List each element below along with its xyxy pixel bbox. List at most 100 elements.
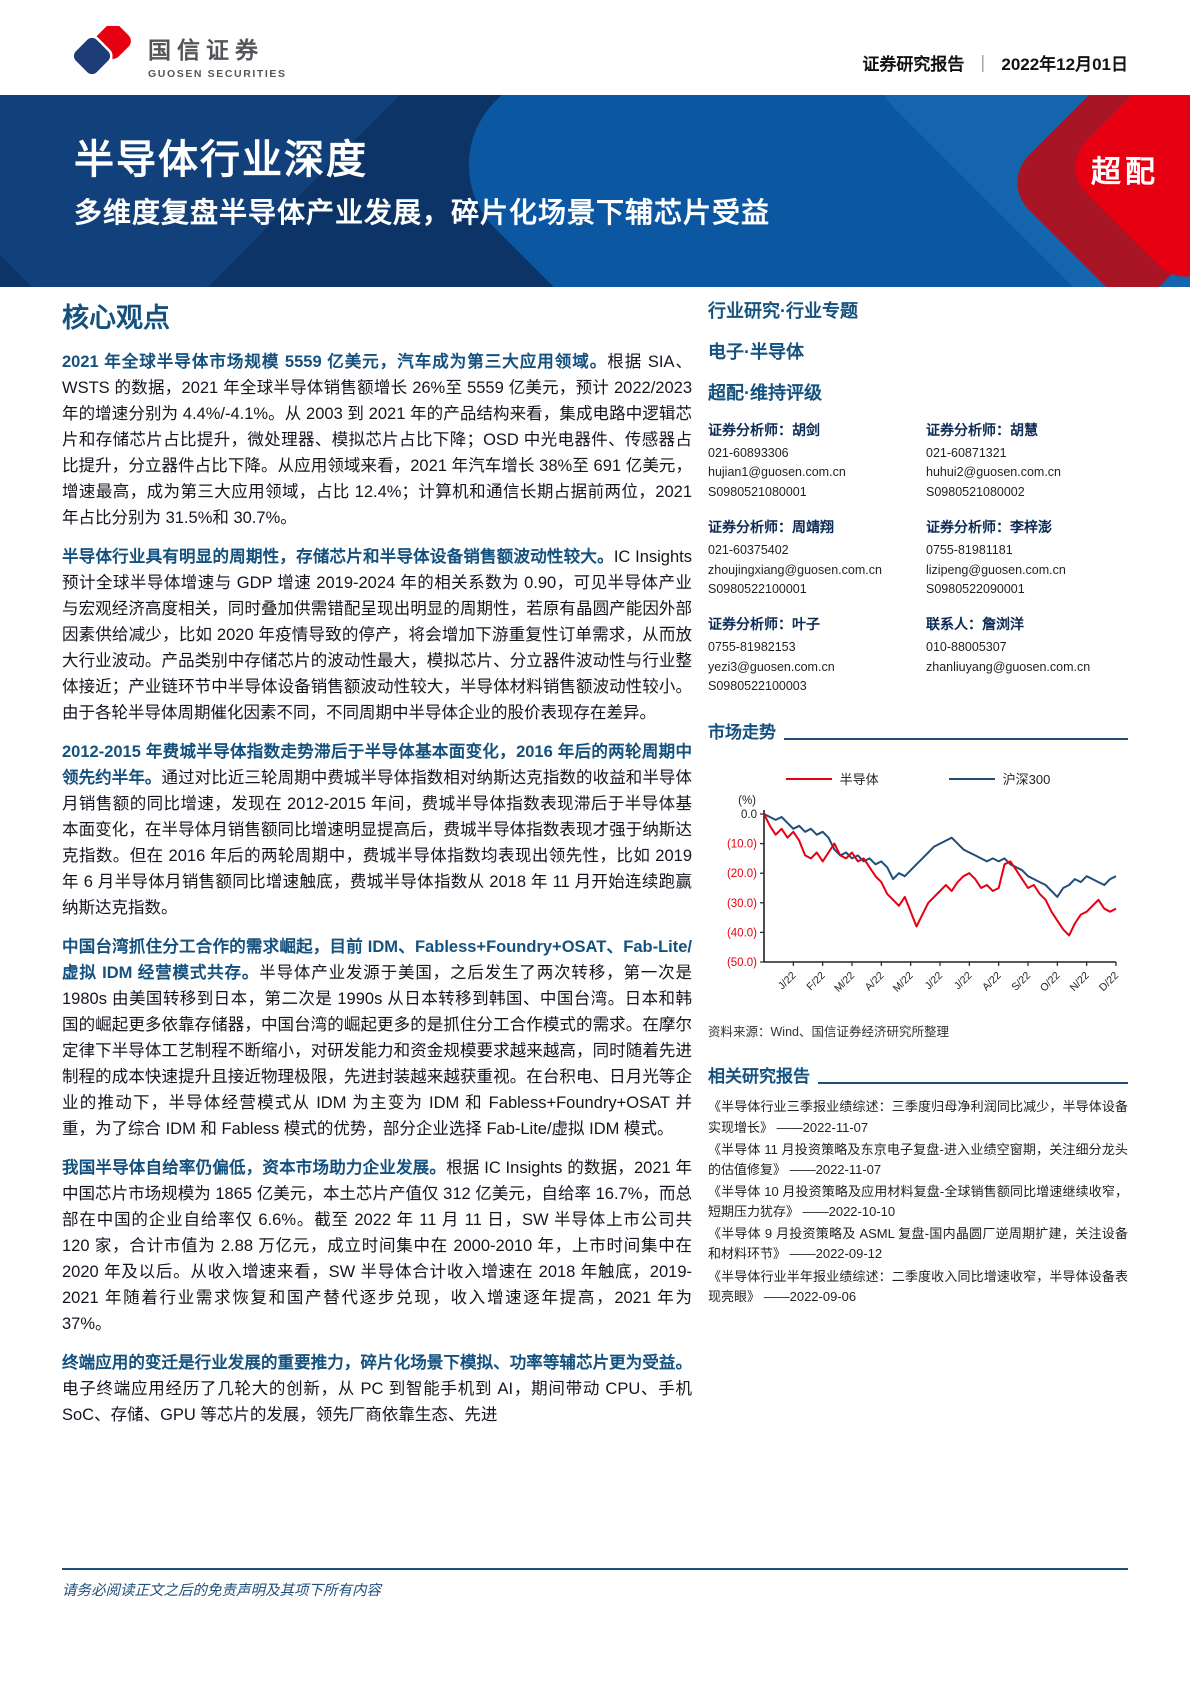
line-chart: (%) 0.0 (10.0) (20.0) (30.0) (40.0) (50.0) J/22…: [727, 795, 1121, 995]
svg-text:J/22: J/22: [776, 970, 799, 993]
paragraph-4: 中国台湾抓住分工合作的需求崛起，目前 IDM、Fabless+Foundry+O…: [62, 934, 692, 1142]
paragraph-2-lead: 半导体行业具有明显的周期性，存储芯片和半导体设备销售额波动性较大。: [62, 548, 614, 566]
analyst-list: 证券分析师：胡剑 021-60893306 hujian1@guosen.com…: [708, 420, 1128, 696]
logo-text: 国信证券 GUOSEN SECURITIES: [148, 31, 287, 80]
legend-item-semiconductor: 半导体: [785, 769, 879, 788]
paragraph-6: 终端应用的变迁是行业发展的重要推力，碎片化场景下模拟、功率等辅芯片更为受益。电子…: [62, 1350, 692, 1428]
analyst-phone: 0755-81982153: [708, 640, 796, 655]
analyst-role: 证券分析师：: [708, 616, 792, 633]
market-trend-title: 市场走势: [708, 723, 776, 743]
paragraph-1-body: 根据 SIA、WSTS 的数据，2021 年全球半导体销售额增长 26%至 55…: [62, 353, 692, 527]
svg-text:S/22: S/22: [1009, 970, 1033, 994]
contact-email: zhanliuyang@guosen.com.cn: [926, 659, 1091, 674]
analyst-role: 证券分析师：: [926, 422, 1010, 438]
analyst-name: 李梓澎: [1010, 519, 1052, 536]
analyst-name: 胡慧: [1010, 422, 1038, 438]
analyst-cert: S0980521080001: [708, 484, 807, 499]
analyst-cert: S0980522100003: [708, 679, 807, 693]
analyst-card: 证券分析师：叶子 0755-81982153 yezi3@guosen.com.…: [708, 614, 910, 696]
paragraph-5: 我国半导体自给率仍偏低，资本市场助力企业发展。根据 IC Insights 的数…: [62, 1155, 692, 1337]
rating-badge: 超配: [1091, 156, 1159, 189]
section-title-core-views: 核心观点: [62, 303, 170, 333]
sidebar-column: 行业研究·行业专题 电子·半导体 超配·维持评级 证券分析师：胡剑 021-60…: [708, 297, 1128, 1309]
svg-text:D/22: D/22: [1097, 970, 1121, 994]
svg-text:(40.0): (40.0): [727, 928, 757, 940]
svg-text:0.0: 0.0: [741, 809, 757, 821]
analyst-phone: 021-60893306: [708, 446, 789, 460]
analyst-role: 证券分析师：: [926, 519, 1010, 536]
report-item: 《半导体行业半年报业绩综述：二季度收入同比增速收窄，半导体设备表现亮眼》 ——2…: [708, 1268, 1128, 1304]
report-title: 半导体行业深度: [74, 138, 368, 182]
disclaimer-text: 请务必阅读正文之后的免责声明及其项下所有内容: [62, 1583, 381, 1599]
report-date: 2022年12月01日: [1001, 55, 1128, 74]
logo-name-cn: 国信证券: [148, 36, 264, 63]
market-trend-rule: [784, 738, 1128, 741]
analyst-card: 证券分析师：李梓澎 0755-81981181 lizipeng@guosen.…: [926, 517, 1128, 599]
analyst-card: 证券分析师：胡剑 021-60893306 hujian1@guosen.com…: [708, 420, 910, 502]
paragraph-5-lead: 我国半导体自给率仍偏低，资本市场助力企业发展。: [62, 1159, 447, 1177]
market-trend-chart: (%) 0.0 (10.0) (20.0) (30.0) (40.0) (50.0) J/22…: [708, 792, 1128, 1019]
paragraph-1-lead: 2021 年全球半导体市场规模 5559 亿美元，汽车成为第三大应用领域。: [62, 353, 608, 371]
analyst-email: hujian1@guosen.com.cn: [708, 465, 846, 480]
legend-label: 半导体: [839, 772, 879, 788]
header-meta: 证券研究报告 ｜ 2022年12月01日: [862, 50, 1128, 75]
related-reports-title: 相关研究报告: [708, 1067, 810, 1087]
analyst-card: 证券分析师：周靖翔 021-60375402 zhoujingxiang@guo…: [708, 517, 910, 599]
svg-text:N/22: N/22: [1068, 970, 1092, 994]
svg-text:O/22: O/22: [1038, 970, 1063, 995]
analyst-phone: 021-60375402: [708, 543, 789, 558]
analyst-email: yezi3@guosen.com.cn: [708, 659, 835, 674]
analyst-email: zhoujingxiang@guosen.com.cn: [708, 562, 882, 577]
analyst-phone: 0755-81981181: [926, 543, 1013, 558]
svg-text:(10.0): (10.0): [727, 839, 757, 851]
related-reports-rule: [818, 1082, 1128, 1085]
paragraph-5-body: 根据 IC Insights 的数据，2021 年中国芯片市场规模为 1865 …: [62, 1159, 692, 1333]
guosen-logo-icon: [72, 26, 131, 77]
company-logo: 国信证券 GUOSEN SECURITIES: [72, 26, 287, 84]
svg-text:J/22: J/22: [952, 970, 975, 993]
legend-label: 沪深300: [1002, 772, 1051, 788]
analyst-cert: S0980522090001: [926, 581, 1025, 596]
legend-line-blue: [948, 777, 995, 780]
analyst-cert: S0980521080002: [926, 484, 1025, 499]
chart-source: 资料来源：Wind、国信证券经济研究所整理: [708, 1025, 949, 1040]
paragraph-1: 2021 年全球半导体市场规模 5559 亿美元，汽车成为第三大应用领域。根据 …: [62, 349, 692, 531]
svg-text:(50.0): (50.0): [727, 957, 757, 969]
svg-text:(20.0): (20.0): [727, 869, 757, 881]
report-item: 《半导体行业三季报业绩综述：三季度归母净利润同比减少，半导体设备实现增长》 ——…: [708, 1099, 1128, 1135]
svg-text:A/22: A/22: [980, 970, 1004, 994]
analyst-role: 证券分析师：: [708, 519, 792, 536]
rating-line: 超配·维持评级: [708, 383, 822, 403]
analyst-name: 周靖翔: [792, 519, 834, 536]
sector-label: 电子·半导体: [708, 342, 804, 362]
legend-item-hs300: 沪深300: [948, 769, 1051, 788]
core-views-column: 核心观点 2021 年全球半导体市场规模 5559 亿美元，汽车成为第三大应用领…: [62, 296, 692, 1441]
contact-name: 詹浏洋: [982, 616, 1024, 633]
paragraph-6-lead: 终端应用的变迁是行业发展的重要推力，碎片化场景下模拟、功率等辅芯片更为受益。: [62, 1354, 692, 1372]
svg-text:(30.0): (30.0): [727, 898, 757, 910]
paragraph-2: 半导体行业具有明显的周期性，存储芯片和半导体设备销售额波动性较大。IC Insi…: [62, 544, 692, 726]
analyst-phone: 021-60871321: [926, 446, 1007, 460]
related-reports-list: 《半导体行业三季报业绩综述：三季度归母净利润同比减少，半导体设备实现增长》 ——…: [708, 1097, 1128, 1306]
paragraph-6-body: 电子终端应用经历了几轮大的创新，从 PC 到智能手机到 AI，期间带动 CPU、…: [62, 1380, 692, 1424]
market-trend-header: 市场走势: [708, 718, 1128, 743]
analyst-role: 证券分析师：: [708, 422, 792, 438]
analyst-card: 证券分析师：胡慧 021-60871321 huhui2@guosen.com.…: [926, 420, 1128, 502]
header-separator: ｜: [974, 55, 992, 74]
paragraph-2-body: IC Insights 预计全球半导体增速与 GDP 增速 2019-2024 …: [62, 548, 692, 722]
analyst-name: 叶子: [792, 616, 820, 633]
contact-phone: 010-88005307: [926, 640, 1007, 655]
contact-card: 联系人：詹浏洋 010-88005307 zhanliuyang@guosen.…: [926, 614, 1128, 696]
report-item: 《半导体 9 月投资策略及 ASML 复盘-国内晶圆厂逆周期扩建，关注设备和材料…: [708, 1226, 1128, 1262]
svg-text:M/22: M/22: [891, 970, 916, 995]
related-reports-header: 相关研究报告: [708, 1062, 1128, 1087]
svg-text:(%): (%): [738, 795, 756, 807]
analyst-cert: S0980522100001: [708, 581, 807, 596]
report-item: 《半导体 10 月投资策略及应用材料复盘-全球销售额同比增速继续收窄，短期压力犹…: [708, 1183, 1128, 1220]
analyst-name: 胡剑: [792, 422, 820, 438]
page-footer: 请务必阅读正文之后的免责声明及其项下所有内容: [62, 1568, 1128, 1600]
svg-text:F/22: F/22: [804, 970, 827, 993]
logo-name-en: GUOSEN SECURITIES: [148, 67, 287, 80]
paragraph-3-lead: 2012-2015 年费城半导体指数走势滞后于半导体基本面变化，2016 年后的…: [62, 743, 692, 787]
